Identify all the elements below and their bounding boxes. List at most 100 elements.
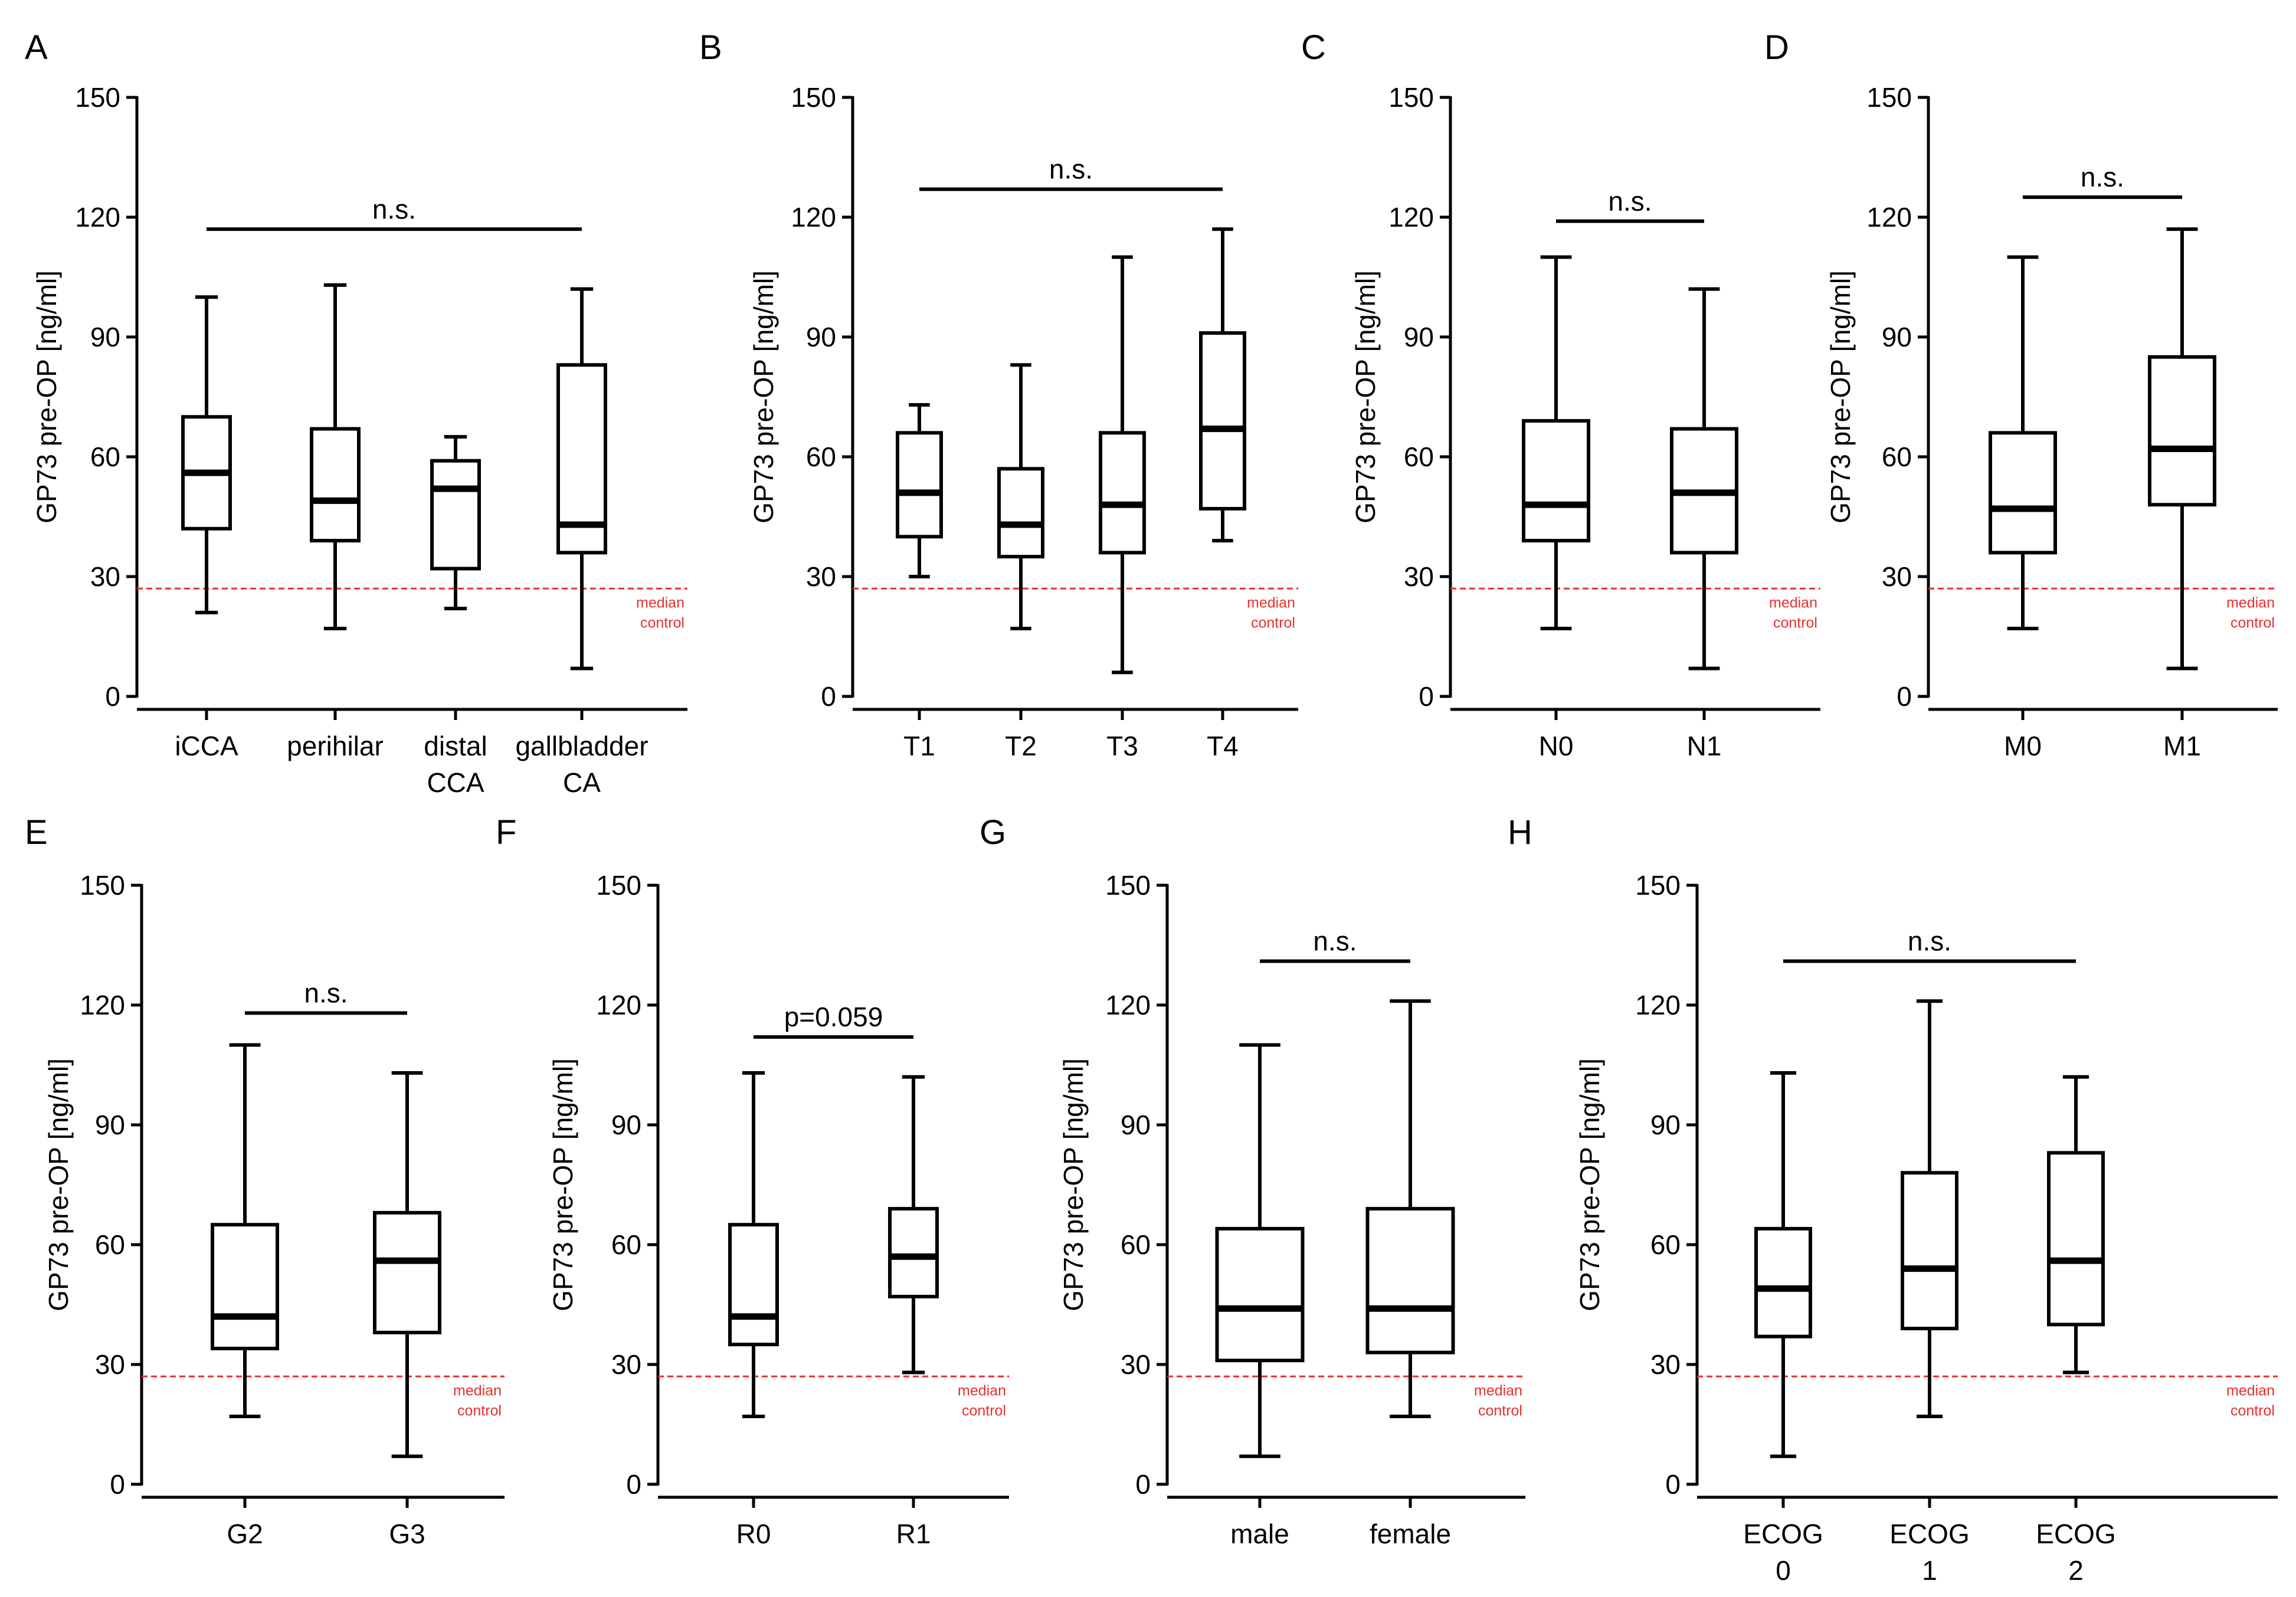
y-tick-label: 30 bbox=[95, 1349, 125, 1380]
median-control-label: control bbox=[640, 614, 684, 631]
x-tick-label: G2 bbox=[227, 1519, 263, 1549]
box-plot-e-2 bbox=[373, 1071, 441, 1458]
y-tick-label: 150 bbox=[1105, 870, 1151, 901]
y-tick-label: 30 bbox=[1121, 1349, 1151, 1380]
iqr-box bbox=[556, 363, 607, 555]
x-tick-label: G3 bbox=[389, 1519, 425, 1549]
y-tick-label: 30 bbox=[1882, 561, 1912, 592]
median-control-label: median bbox=[958, 1382, 1006, 1399]
y-axis-label: GP73 pre-OP [ng/ml] bbox=[748, 270, 779, 523]
panel-letter: H bbox=[1508, 813, 1532, 852]
box-plot-f-1 bbox=[728, 1071, 779, 1418]
x-tick-label: female bbox=[1370, 1519, 1451, 1549]
panel-letter: D bbox=[1764, 28, 1789, 67]
significance-label: n.s. bbox=[1608, 186, 1652, 217]
significance-label: n.s. bbox=[1908, 926, 1951, 957]
x-tick-label: T1 bbox=[903, 731, 935, 761]
box-plot-a-2 bbox=[310, 283, 361, 630]
panel-b: B GP73 pre-OP [ng/ml] 0 30 60 90 120 150 T1 T2 T3 T… bbox=[699, 28, 1298, 761]
y-tick-label: 0 bbox=[110, 1469, 125, 1500]
y-axis-label: GP73 pre-OP [ng/ml] bbox=[1350, 270, 1381, 523]
significance-label: p=0.059 bbox=[784, 1002, 883, 1032]
iqr-box bbox=[1901, 1171, 1958, 1331]
y-tick-label: 90 bbox=[611, 1110, 641, 1140]
y-tick-label: 60 bbox=[806, 441, 836, 472]
x-tick-label: R1 bbox=[896, 1519, 931, 1549]
x-tick-label: 1 bbox=[1922, 1555, 1937, 1586]
box-plot-b-4 bbox=[1199, 227, 1246, 543]
iqr-box bbox=[211, 1223, 279, 1350]
box-plot-c-1 bbox=[1522, 255, 1590, 630]
panel-letter: F bbox=[496, 813, 516, 852]
x-tick-label: gallbladder bbox=[515, 731, 648, 761]
box-plot-b-1 bbox=[896, 403, 943, 578]
x-tick-label: iCCA bbox=[175, 731, 238, 761]
iqr-box bbox=[728, 1223, 779, 1347]
y-tick-label: 60 bbox=[1404, 441, 1434, 472]
panel-c: C GP73 pre-OP [ng/ml] 0 30 60 90 120 150 N0 N1 med… bbox=[1301, 28, 1820, 761]
y-tick-label: 90 bbox=[1882, 322, 1912, 352]
y-tick-label: 60 bbox=[1650, 1229, 1681, 1260]
significance-label: n.s. bbox=[304, 978, 348, 1009]
iqr-box bbox=[430, 459, 481, 571]
median-control-label: control bbox=[2231, 614, 2275, 631]
iqr-box bbox=[373, 1210, 441, 1334]
y-tick-label: 150 bbox=[1866, 82, 1912, 113]
y-tick-label: 90 bbox=[806, 322, 836, 352]
y-tick-label: 120 bbox=[791, 202, 836, 233]
iqr-box bbox=[888, 1207, 939, 1298]
median-control-label: median bbox=[1247, 594, 1295, 611]
box-plot-b-2 bbox=[997, 363, 1044, 630]
box-plot-f-2 bbox=[888, 1075, 939, 1375]
median-control-label: control bbox=[1773, 614, 1817, 631]
x-tick-label: 2 bbox=[2068, 1555, 2084, 1586]
iqr-box bbox=[1215, 1226, 1305, 1363]
y-tick-label: 120 bbox=[1635, 990, 1681, 1020]
x-tick-label: N1 bbox=[1687, 731, 1722, 761]
y-tick-label: 30 bbox=[90, 561, 120, 592]
iqr-box bbox=[1099, 431, 1146, 555]
iqr-box bbox=[1522, 419, 1590, 543]
x-tick-label: ECOG bbox=[2036, 1519, 2115, 1549]
y-tick-label: 30 bbox=[1404, 561, 1434, 592]
iqr-box bbox=[2148, 355, 2216, 507]
y-tick-label: 0 bbox=[1419, 681, 1434, 712]
x-tick-label: CA bbox=[563, 767, 601, 798]
median-control-label: median bbox=[2226, 594, 2275, 611]
iqr-box bbox=[997, 467, 1044, 559]
y-tick-label: 60 bbox=[1882, 441, 1912, 472]
x-tick-label: perihilar bbox=[287, 731, 384, 761]
y-tick-label: 120 bbox=[80, 990, 125, 1020]
x-tick-label: distal bbox=[424, 731, 487, 761]
median-control-label: control bbox=[457, 1402, 502, 1419]
iqr-box bbox=[1989, 431, 2057, 555]
panel-d: D GP73 pre-OP [ng/ml] 0 30 60 90 120 150 M0 M1 med… bbox=[1764, 28, 2278, 761]
box-plot-d-1 bbox=[1989, 255, 2057, 630]
iqr-box bbox=[896, 431, 943, 539]
x-tick-label: 0 bbox=[1776, 1555, 1791, 1586]
y-axis-label: GP73 pre-OP [ng/ml] bbox=[1574, 1058, 1605, 1311]
significance-label: n.s. bbox=[1049, 154, 1093, 185]
panel-h: H GP73 pre-OP [ng/ml] 0 30 60 90 120 150 ECOG 0 EC… bbox=[1508, 813, 2278, 1586]
x-tick-label: R0 bbox=[736, 1519, 771, 1549]
y-axis-label: GP73 pre-OP [ng/ml] bbox=[1825, 270, 1856, 523]
median-control-label: control bbox=[962, 1402, 1006, 1419]
y-axis-label: GP73 pre-OP [ng/ml] bbox=[1058, 1058, 1089, 1311]
y-tick-label: 150 bbox=[791, 82, 836, 113]
panel-letter: E bbox=[25, 813, 48, 852]
y-tick-label: 90 bbox=[95, 1110, 125, 1140]
y-tick-label: 30 bbox=[806, 561, 836, 592]
median-control-label: control bbox=[1251, 614, 1295, 631]
iqr-box bbox=[310, 427, 361, 543]
x-tick-label: M1 bbox=[2163, 731, 2201, 761]
x-tick-label: ECOG bbox=[1889, 1519, 1969, 1549]
panel-e: E GP73 pre-OP [ng/ml] 0 30 60 90 120 150 G2 G3 med… bbox=[25, 813, 505, 1549]
y-tick-label: 90 bbox=[1404, 322, 1434, 352]
x-tick-label: M0 bbox=[2004, 731, 2042, 761]
box-plot-h-2 bbox=[1901, 999, 1958, 1418]
y-tick-label: 90 bbox=[1121, 1110, 1151, 1140]
y-tick-label: 120 bbox=[1866, 202, 1912, 233]
y-tick-label: 120 bbox=[1105, 990, 1151, 1020]
panel-letter: C bbox=[1301, 28, 1326, 67]
